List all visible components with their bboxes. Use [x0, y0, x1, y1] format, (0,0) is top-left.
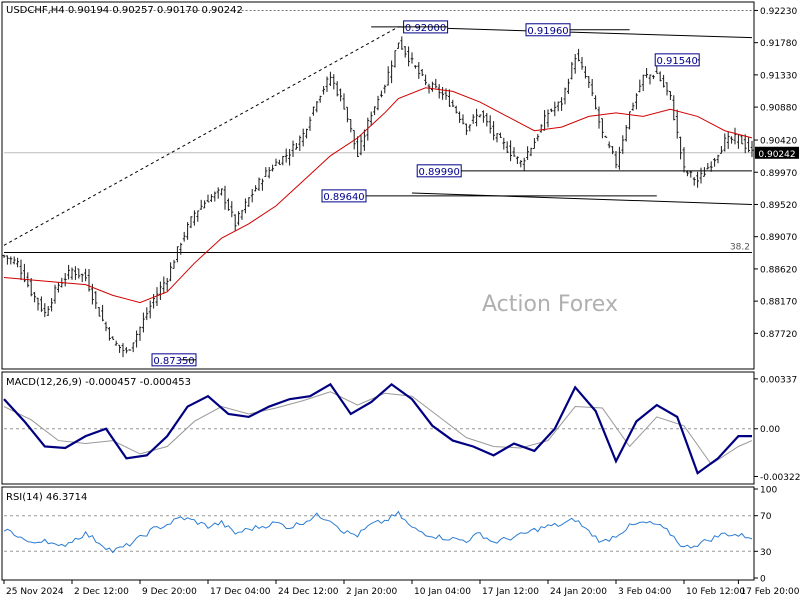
moving-average-line: [3, 87, 753, 304]
x-tick-label: 10 Feb 12:00: [686, 587, 745, 597]
rsi-panel-frame: [1, 486, 755, 581]
price-y-tick-label: 0.92230: [760, 7, 797, 17]
price-label-text: 0.91540: [657, 56, 698, 67]
rsi-y-tick-label: 30: [760, 548, 772, 558]
rsi-y-tick-label: 70: [760, 512, 772, 522]
x-tick-label: 2 Dec 12:00: [74, 587, 129, 597]
watermark: Action Forex: [482, 292, 618, 317]
price-y-tick-label: 0.89970: [760, 169, 797, 179]
fib-38-2-label: 38.2: [730, 242, 750, 252]
upper-channel-line: [398, 26, 753, 39]
price-label-text: 0.89640: [323, 192, 364, 203]
x-tick-label: 17 Jan 12:00: [482, 587, 539, 597]
price-y-tick-label: 0.88170: [760, 298, 797, 308]
macd-y-tick-label: -0.003227: [760, 473, 800, 483]
macd-line: [3, 382, 752, 475]
current-price-box: [755, 146, 799, 159]
rsi-layer: [3, 510, 753, 554]
price-label-text: 0.91960: [527, 26, 568, 37]
price-y-tick-label: 0.91330: [760, 71, 797, 81]
macd-y-tick-label: 0.00337: [760, 375, 797, 385]
price-y-tick-label: 0.89070: [760, 233, 797, 243]
x-tick-label: 2 Jan 20:00: [346, 587, 398, 597]
price-y-tick-label: 0.90420: [760, 137, 797, 147]
lower-channel-line: [411, 192, 753, 205]
macd-panel-frame: [1, 371, 755, 485]
price-label-text: 0.87350: [153, 356, 194, 367]
price-panel-frame: [1, 1, 755, 370]
x-tick-label: 10 Jan 04:00: [414, 587, 471, 597]
x-tick-label: 17 Feb 20:00: [740, 587, 799, 597]
price-y-tick-label: 0.88620: [760, 265, 797, 275]
axis-layer: 0.92230 0.91780 0.91330 0.90880 0.90420 0.899…: [3, 7, 800, 597]
price-label-text: 0.92000: [405, 23, 446, 34]
chart-title: USDCHF,H4 0.90194 0.90257 0.90170 0.9024…: [6, 5, 243, 16]
price-label-text: 0.89990: [419, 167, 460, 178]
price-y-tick-label: 0.89520: [760, 201, 797, 211]
macd-signal-line: [3, 391, 753, 465]
rsi-title: RSI(14) 46.3714: [6, 492, 87, 503]
rsi-y-tick-label: 100: [760, 486, 777, 496]
macd-y-tick-label: 0.00: [760, 425, 780, 435]
rsi-y-tick-label: 0: [760, 575, 766, 585]
x-tick-label: 24 Jan 20:00: [550, 587, 607, 597]
x-tick-label: 3 Feb 04:00: [618, 587, 672, 597]
x-tick-label: 9 Dec 20:00: [142, 587, 197, 597]
current-price-label: 0.90242: [758, 150, 795, 160]
price-layer: 38.2 0.92000 0.91960 0.91540 0.89990 0.89640 0…: [2, 9, 754, 367]
x-tick-label: 25 Nov 2024: [6, 587, 64, 597]
x-tick-label: 17 Dec 04:00: [210, 587, 271, 597]
price-y-tick-label: 0.91780: [760, 39, 797, 49]
price-y-tick-label: 0.87720: [760, 330, 797, 340]
macd-title: MACD(12,26,9) -0.000457 -0.000453: [6, 377, 191, 388]
macd-layer: [3, 382, 753, 475]
rsi-line: [3, 510, 753, 554]
price-y-tick-label: 0.90880: [760, 104, 797, 114]
x-tick-label: 24 Dec 12:00: [278, 587, 339, 597]
